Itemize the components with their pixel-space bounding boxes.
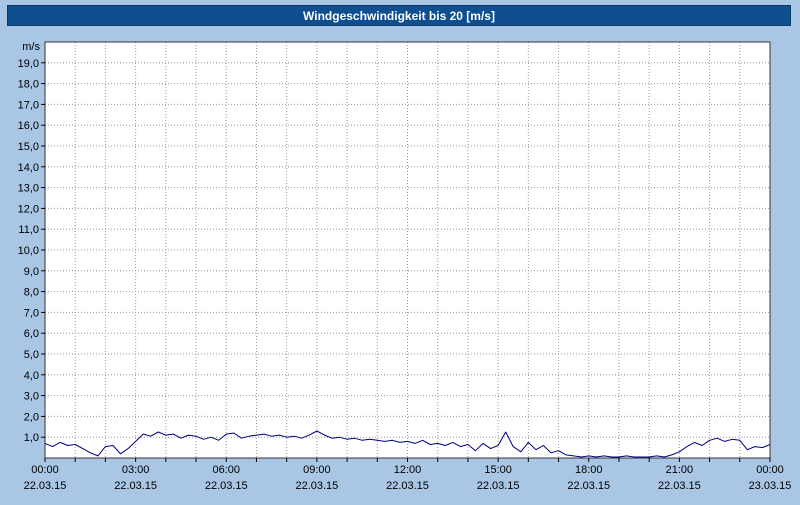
x-tick-date: 22.03.15 bbox=[205, 480, 248, 492]
y-tick-label: 16,0 bbox=[18, 120, 39, 132]
y-tick-label: 4,0 bbox=[24, 370, 39, 382]
y-tick-label: 12,0 bbox=[18, 203, 39, 215]
x-tick-time: 12:00 bbox=[394, 464, 422, 476]
y-tick-label: 8,0 bbox=[24, 287, 39, 299]
x-tick-date: 23.03.15 bbox=[749, 480, 792, 492]
x-tick-time: 00:00 bbox=[756, 464, 784, 476]
y-tick-label: 10,0 bbox=[18, 245, 39, 257]
y-tick-label: 7,0 bbox=[24, 307, 39, 319]
y-tick-label: 1,0 bbox=[24, 432, 39, 444]
y-tick-label: 18,0 bbox=[18, 79, 39, 91]
y-tick-label: 19,0 bbox=[18, 58, 39, 70]
x-tick-time: 09:00 bbox=[303, 464, 331, 476]
y-tick-label: 17,0 bbox=[18, 99, 39, 111]
y-tick-label: 2,0 bbox=[24, 411, 39, 423]
x-tick-date: 22.03.15 bbox=[477, 480, 520, 492]
y-tick-label: 13,0 bbox=[18, 183, 39, 195]
x-tick-time: 15:00 bbox=[484, 464, 512, 476]
y-tick-label: 3,0 bbox=[24, 391, 39, 403]
chart-title-bar: Windgeschwindigkeit bis 20 [m/s] bbox=[7, 5, 791, 26]
x-tick-date: 22.03.15 bbox=[24, 480, 67, 492]
x-tick-time: 18:00 bbox=[575, 464, 603, 476]
chart-title: Windgeschwindigkeit bis 20 [m/s] bbox=[303, 8, 495, 23]
y-tick-label: 6,0 bbox=[24, 328, 39, 340]
y-tick-label: 9,0 bbox=[24, 266, 39, 278]
y-tick-label: 11,0 bbox=[18, 224, 39, 236]
x-tick-date: 22.03.15 bbox=[295, 480, 338, 492]
x-tick-time: 03:00 bbox=[122, 464, 150, 476]
series-line-windgeschwindigkeit bbox=[44, 430, 771, 458]
y-tick-label: 15,0 bbox=[18, 141, 39, 153]
x-tick-time: 00:00 bbox=[31, 464, 59, 476]
x-tick-time: 21:00 bbox=[666, 464, 694, 476]
y-axis-unit-label: m/s bbox=[22, 41, 40, 53]
x-tick-date: 22.03.15 bbox=[658, 480, 701, 492]
x-tick-date: 22.03.15 bbox=[114, 480, 157, 492]
y-tick-label: 14,0 bbox=[18, 162, 39, 174]
x-tick-date: 22.03.15 bbox=[386, 480, 429, 492]
x-tick-date: 22.03.15 bbox=[567, 480, 610, 492]
x-tick-time: 06:00 bbox=[212, 464, 240, 476]
y-tick-label: 5,0 bbox=[24, 349, 39, 361]
